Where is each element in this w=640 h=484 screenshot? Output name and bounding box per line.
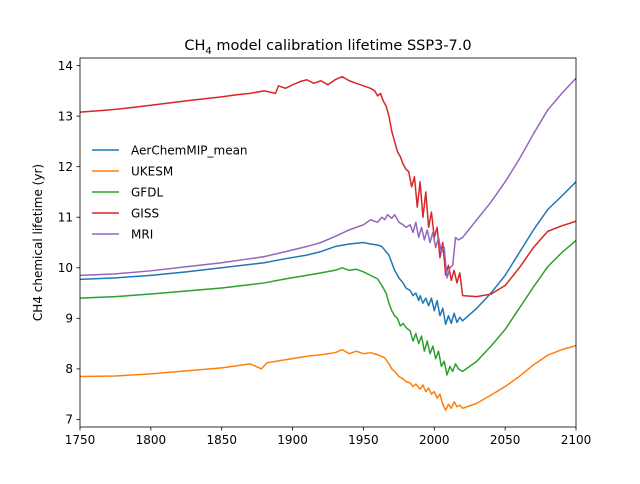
- legend-label: UKESM: [131, 165, 173, 179]
- y-tick-label: 9: [65, 312, 73, 326]
- y-axis-ticks: 7 8 9 10 11 12 13 14: [58, 59, 80, 427]
- series-line-giss: [79, 75, 577, 298]
- legend-label: MRI: [131, 228, 153, 242]
- legend-label: GISS: [131, 207, 159, 221]
- x-tick-label: 2000: [419, 433, 450, 447]
- chart-title-subscript: 4: [205, 46, 211, 57]
- series-line-gfdl: [79, 239, 577, 376]
- x-tick-label: 1850: [206, 433, 237, 447]
- x-tick-label: 2050: [490, 433, 521, 447]
- y-tick-label: 7: [65, 413, 73, 427]
- y-axis-label: CH4 chemical lifetime (yr): [31, 164, 45, 321]
- x-tick-label: 1900: [277, 433, 308, 447]
- y-tick-label: 8: [65, 362, 73, 376]
- x-axis-ticks: 1750 1800 1850 1900 1950 2000 2050 2100: [65, 427, 592, 447]
- x-tick-label: 2100: [561, 433, 592, 447]
- x-tick-label: 1800: [136, 433, 167, 447]
- series-line-mri: [79, 77, 577, 279]
- x-tick-label: 1950: [348, 433, 379, 447]
- y-tick-label: 14: [58, 59, 73, 73]
- y-tick-label: 10: [58, 261, 73, 275]
- series-line-ukesm: [79, 344, 577, 412]
- y-tick-label: 13: [58, 109, 73, 123]
- series-line-aerchemmip-mean: [79, 181, 577, 326]
- legend: AerChemMIP_mean UKESM GFDL GISS MRI: [92, 144, 248, 242]
- plot-frame: [79, 57, 577, 428]
- legend-label: AerChemMIP_mean: [131, 144, 248, 158]
- chart-title: CH4 model calibration lifetime SSP3-7.0: [184, 38, 471, 57]
- y-tick-label: 11: [58, 210, 73, 224]
- x-tick-label: 1750: [65, 433, 96, 447]
- legend-label: GFDL: [131, 186, 163, 200]
- plot-lines: [79, 75, 577, 412]
- y-tick-label: 12: [58, 160, 73, 174]
